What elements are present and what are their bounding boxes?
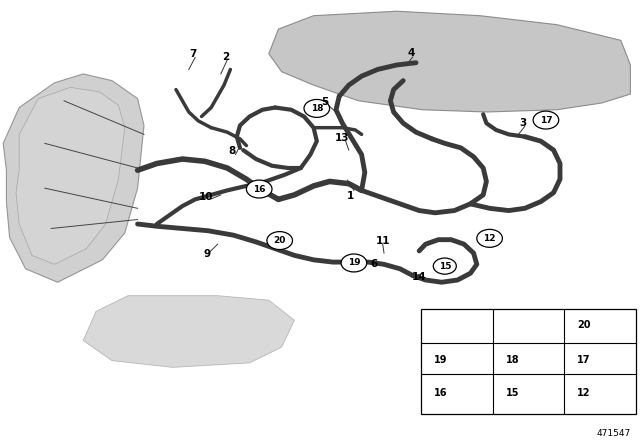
Text: 12: 12 — [483, 234, 496, 243]
Text: 19: 19 — [348, 258, 360, 267]
Text: 15: 15 — [438, 262, 451, 271]
Text: 6: 6 — [370, 259, 378, 269]
Text: 7: 7 — [189, 49, 197, 59]
Circle shape — [246, 180, 272, 198]
Polygon shape — [83, 296, 294, 367]
Text: 12: 12 — [577, 388, 591, 398]
Text: 18: 18 — [506, 355, 519, 366]
Circle shape — [533, 111, 559, 129]
Text: 20: 20 — [273, 236, 286, 245]
Text: 1: 1 — [347, 191, 355, 201]
Text: 2: 2 — [222, 52, 230, 62]
Text: 10: 10 — [199, 192, 213, 202]
Text: 4: 4 — [408, 48, 415, 58]
Text: 5: 5 — [321, 97, 329, 107]
Polygon shape — [269, 11, 630, 112]
Circle shape — [304, 99, 330, 117]
Text: 17: 17 — [540, 116, 552, 125]
Text: 18: 18 — [310, 104, 323, 113]
Text: 3: 3 — [519, 118, 527, 128]
Bar — [421, 309, 636, 414]
Text: 11: 11 — [376, 236, 390, 246]
Text: 8: 8 — [228, 146, 236, 156]
Text: 19: 19 — [434, 355, 447, 366]
Circle shape — [433, 258, 456, 274]
Text: 16: 16 — [253, 185, 266, 194]
Text: 17: 17 — [577, 355, 591, 366]
Circle shape — [341, 254, 367, 272]
Text: 9: 9 — [203, 250, 211, 259]
Text: 16: 16 — [434, 388, 447, 398]
Text: 471547: 471547 — [596, 429, 630, 438]
Polygon shape — [16, 87, 125, 264]
Circle shape — [477, 229, 502, 247]
Circle shape — [267, 232, 292, 250]
Polygon shape — [3, 74, 144, 282]
Text: 20: 20 — [577, 319, 591, 330]
Text: 14: 14 — [412, 272, 426, 282]
Text: 13: 13 — [335, 133, 349, 142]
Text: 15: 15 — [506, 388, 519, 398]
